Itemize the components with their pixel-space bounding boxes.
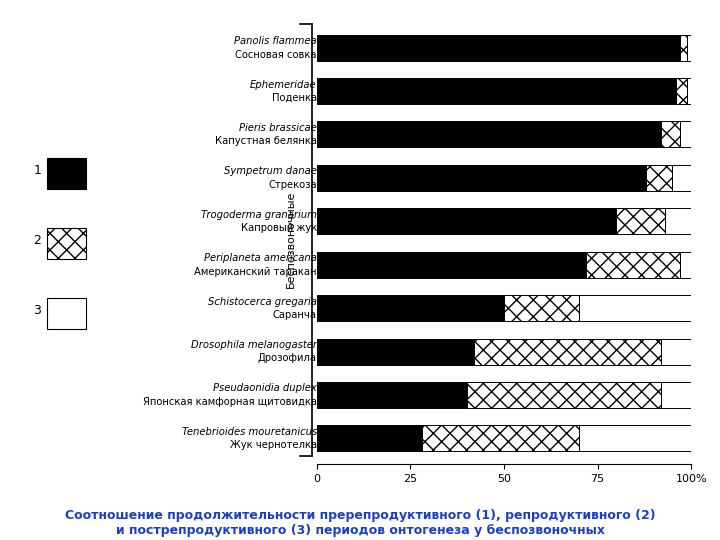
Text: Pseudaonidia duplex: Pseudaonidia duplex — [213, 383, 317, 394]
Text: Беспозвоночные: Беспозвоночные — [286, 191, 296, 288]
Text: Капровый жук: Капровый жук — [240, 223, 317, 233]
Text: Trogoderma granarium: Trogoderma granarium — [201, 210, 317, 220]
Bar — [586, 252, 680, 278]
Bar — [317, 252, 586, 278]
Text: Сосновая совка: Сосновая совка — [235, 50, 317, 59]
Bar — [676, 78, 688, 104]
Bar — [688, 35, 691, 60]
Text: 3: 3 — [34, 304, 41, 317]
Bar — [616, 208, 665, 234]
Text: Стрекоза: Стрекоза — [268, 180, 317, 190]
Bar — [680, 35, 688, 60]
Text: Sympetrum danae: Sympetrum danae — [224, 166, 317, 177]
Bar — [317, 295, 504, 321]
Bar — [317, 426, 422, 451]
Bar — [661, 122, 680, 147]
Bar — [474, 339, 661, 364]
Text: Schistocerca gregaria: Schistocerca gregaria — [208, 296, 317, 307]
Bar — [317, 339, 474, 364]
Text: Periplaneta americana: Periplaneta americana — [204, 253, 317, 263]
Bar — [317, 78, 676, 104]
Bar — [647, 165, 672, 191]
Bar — [579, 295, 691, 321]
Text: Panolis flammea: Panolis flammea — [234, 36, 317, 46]
Text: Pieris brassicae: Pieris brassicae — [239, 123, 317, 133]
Bar — [317, 35, 680, 60]
Text: Жук чернотелка: Жук чернотелка — [230, 440, 317, 450]
Text: Японская камфорная щитовидка: Японская камфорная щитовидка — [143, 397, 317, 407]
Bar — [317, 122, 661, 147]
Text: Drosophila melanogaster: Drosophila melanogaster — [191, 340, 317, 350]
Text: Соотношение продолжительности пререпродуктивного (1), репродуктивного (2)
и пост: Соотношение продолжительности пререпроду… — [65, 509, 655, 537]
Text: 1: 1 — [34, 164, 41, 177]
Bar — [579, 426, 691, 451]
Bar — [680, 122, 691, 147]
Text: Поденка: Поденка — [271, 93, 317, 103]
Bar — [661, 339, 691, 364]
Bar — [680, 252, 691, 278]
Bar — [467, 382, 661, 408]
Text: Американский таракан: Американский таракан — [194, 267, 317, 276]
Text: Саранча: Саранча — [273, 310, 317, 320]
Bar — [317, 165, 647, 191]
Text: 2: 2 — [34, 234, 41, 247]
Text: Tenebrioides mouretanicus: Tenebrioides mouretanicus — [181, 427, 317, 437]
Bar — [665, 208, 691, 234]
Bar — [317, 382, 467, 408]
Bar — [661, 382, 691, 408]
Bar — [688, 78, 691, 104]
Text: Дрозофила: Дрозофила — [258, 354, 317, 363]
Text: Капустная белянка: Капустная белянка — [215, 137, 317, 146]
Bar — [504, 295, 579, 321]
Bar — [317, 208, 616, 234]
Text: Ephemeridae: Ephemeridae — [250, 79, 317, 90]
Bar — [672, 165, 691, 191]
Bar — [422, 426, 579, 451]
